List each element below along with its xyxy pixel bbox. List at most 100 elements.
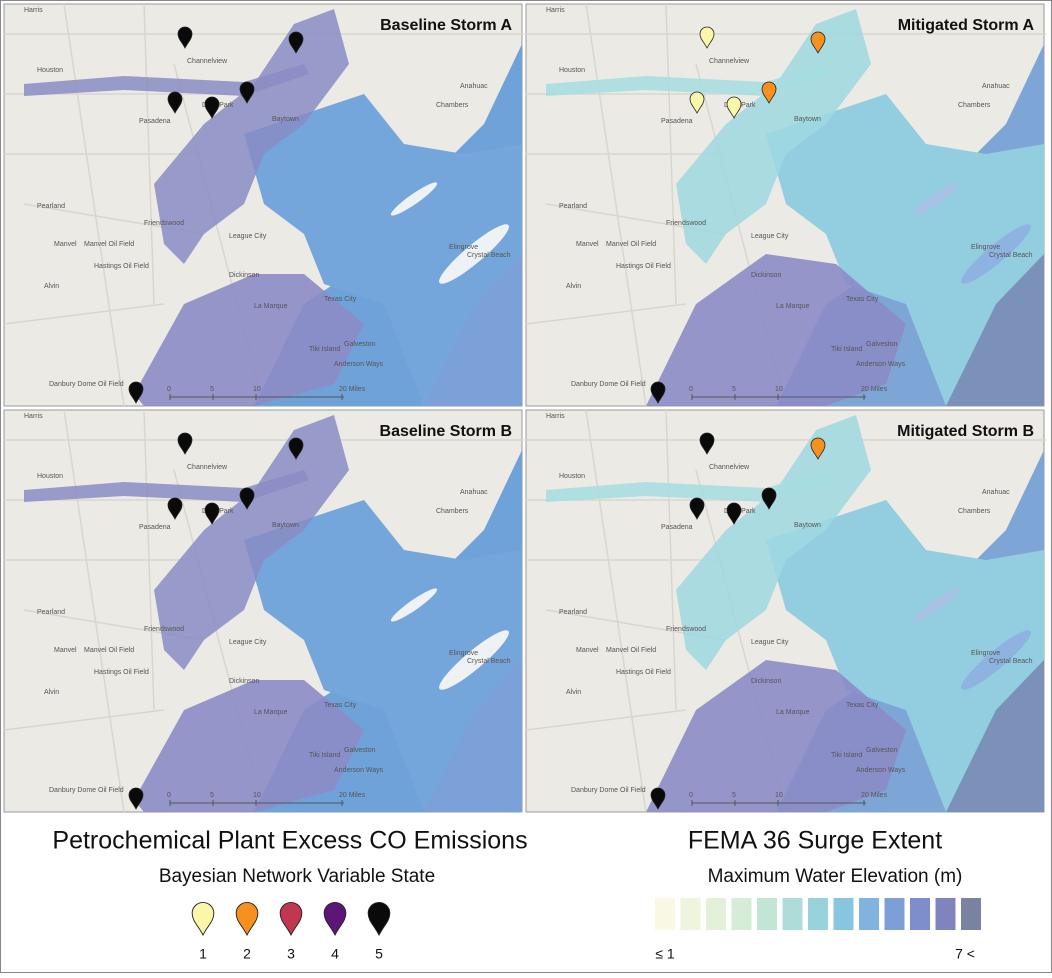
- map-label: Friendswood: [144, 626, 184, 633]
- channel-surge: [24, 64, 309, 96]
- map-label: Friendswood: [144, 220, 184, 227]
- scale-label: 0: [167, 792, 171, 799]
- channel-surge: [24, 470, 309, 502]
- surge-swatch: [859, 898, 879, 930]
- deep-surge: [424, 254, 522, 406]
- map-label: League City: [229, 639, 267, 646]
- map-label: Anahuac: [460, 83, 488, 90]
- plant-marker: [177, 26, 193, 49]
- surge-min-label: ≤ 1: [655, 946, 675, 962]
- map-label: Channelview: [709, 58, 750, 65]
- map-label: Danbury Dome Oil Field: [571, 787, 646, 794]
- map-label: Hastings Oil Field: [616, 669, 671, 676]
- legend-marker: [191, 902, 215, 937]
- plant-marker: [726, 96, 742, 119]
- plant-marker: [699, 432, 715, 455]
- bay-surge: [766, 500, 1044, 812]
- road: [143, 3, 155, 305]
- surge-swatch: [731, 898, 752, 930]
- map-label: Channelview: [187, 58, 228, 65]
- plant-marker: [167, 497, 183, 520]
- map-label: Anahuac: [982, 489, 1010, 496]
- map-label: Manvel Oil Field: [84, 647, 134, 654]
- south-surge: [646, 254, 906, 406]
- legend-marker: [367, 902, 391, 937]
- scale-label: 5: [210, 386, 214, 393]
- map-panel: HarrisChannelviewHoustonPasadenaDeer Par…: [525, 409, 1046, 813]
- map-label: Crystal Beach: [467, 252, 511, 259]
- map-label: Dickinson: [751, 272, 781, 279]
- road: [525, 303, 687, 325]
- scale-label: 0: [689, 792, 693, 799]
- map-label: Crystal Beach: [989, 658, 1033, 665]
- map-label: Anderson Ways: [856, 767, 906, 774]
- plant-marker: [204, 96, 220, 119]
- map-label: Elingrove: [449, 244, 478, 251]
- plant-marker: [650, 787, 666, 810]
- south-surge: [134, 680, 364, 812]
- map-panel: HarrisChannelviewHoustonPasadenaDeer Par…: [3, 409, 524, 813]
- map-label: Baytown: [272, 116, 299, 123]
- road: [585, 409, 647, 813]
- surge-swatch: [884, 898, 905, 930]
- map-label: Pearland: [559, 203, 587, 210]
- surge-swatch: [655, 898, 675, 930]
- map-label: Galveston: [866, 747, 898, 754]
- map-panels: HarrisChannelviewHoustonPasadenaDeer Par…: [3, 3, 1046, 813]
- map-label: Channelview: [187, 464, 228, 471]
- map-label: Dickinson: [229, 678, 259, 685]
- panel-title: Mitigated Storm B: [897, 423, 1034, 440]
- island: [390, 182, 438, 216]
- map-label: Tiki Island: [309, 752, 340, 759]
- map-label: Danbury Dome Oil Field: [49, 381, 124, 388]
- map-label: Hastings Oil Field: [94, 263, 149, 270]
- scale-label: 5: [732, 792, 736, 799]
- road: [3, 709, 165, 731]
- surge-swatch: [782, 898, 803, 930]
- legend-state-label: 4: [331, 946, 339, 962]
- deep-surge: [946, 660, 1044, 812]
- map-label: Alvin: [566, 689, 581, 696]
- map-label: Tiki Island: [831, 752, 862, 759]
- bay-surge: [244, 94, 522, 406]
- scale-label: 5: [210, 792, 214, 799]
- map-label: Chambers: [436, 508, 469, 515]
- plant-marker: [689, 497, 705, 520]
- surge-swatch: [961, 898, 981, 930]
- panel-title: Mitigated Storm A: [898, 17, 1035, 34]
- map-label: Manvel: [54, 647, 77, 654]
- bay-surge: [244, 500, 522, 812]
- map-label: Houston: [37, 473, 63, 480]
- peninsula: [961, 224, 1031, 284]
- peninsula: [439, 630, 509, 690]
- scale-label: 20 Miles: [339, 792, 366, 799]
- map-label: Crystal Beach: [989, 252, 1033, 259]
- legend-title: Petrochemical Plant Excess CO Emissions: [52, 827, 527, 855]
- plant-marker: [177, 432, 193, 455]
- legend-marker: [323, 902, 347, 937]
- scale-label: 10: [253, 792, 261, 799]
- map-label: Manvel: [54, 241, 77, 248]
- road: [3, 303, 165, 325]
- map-label: La Marque: [254, 303, 288, 310]
- legend-marker: [279, 902, 303, 937]
- plant-marker: [128, 787, 144, 810]
- plant-marker: [699, 26, 715, 49]
- channel-surge: [546, 64, 831, 96]
- map-label: Harris: [24, 413, 43, 420]
- map-label: Manvel: [576, 241, 599, 248]
- map-label: Elingrove: [971, 650, 1000, 657]
- road: [665, 409, 677, 711]
- scale-label: 5: [732, 386, 736, 393]
- map-label: Dickinson: [229, 272, 259, 279]
- map-label: Baytown: [794, 116, 821, 123]
- scale-label: 20 Miles: [339, 386, 366, 393]
- scale-label: 20 Miles: [861, 792, 888, 799]
- map-label: Alvin: [566, 283, 581, 290]
- map-label: Crystal Beach: [467, 658, 511, 665]
- road: [665, 3, 677, 305]
- map-label: Manvel: [576, 647, 599, 654]
- south-surge: [646, 660, 906, 812]
- surge-swatch: [833, 898, 854, 930]
- plant-marker: [288, 31, 304, 54]
